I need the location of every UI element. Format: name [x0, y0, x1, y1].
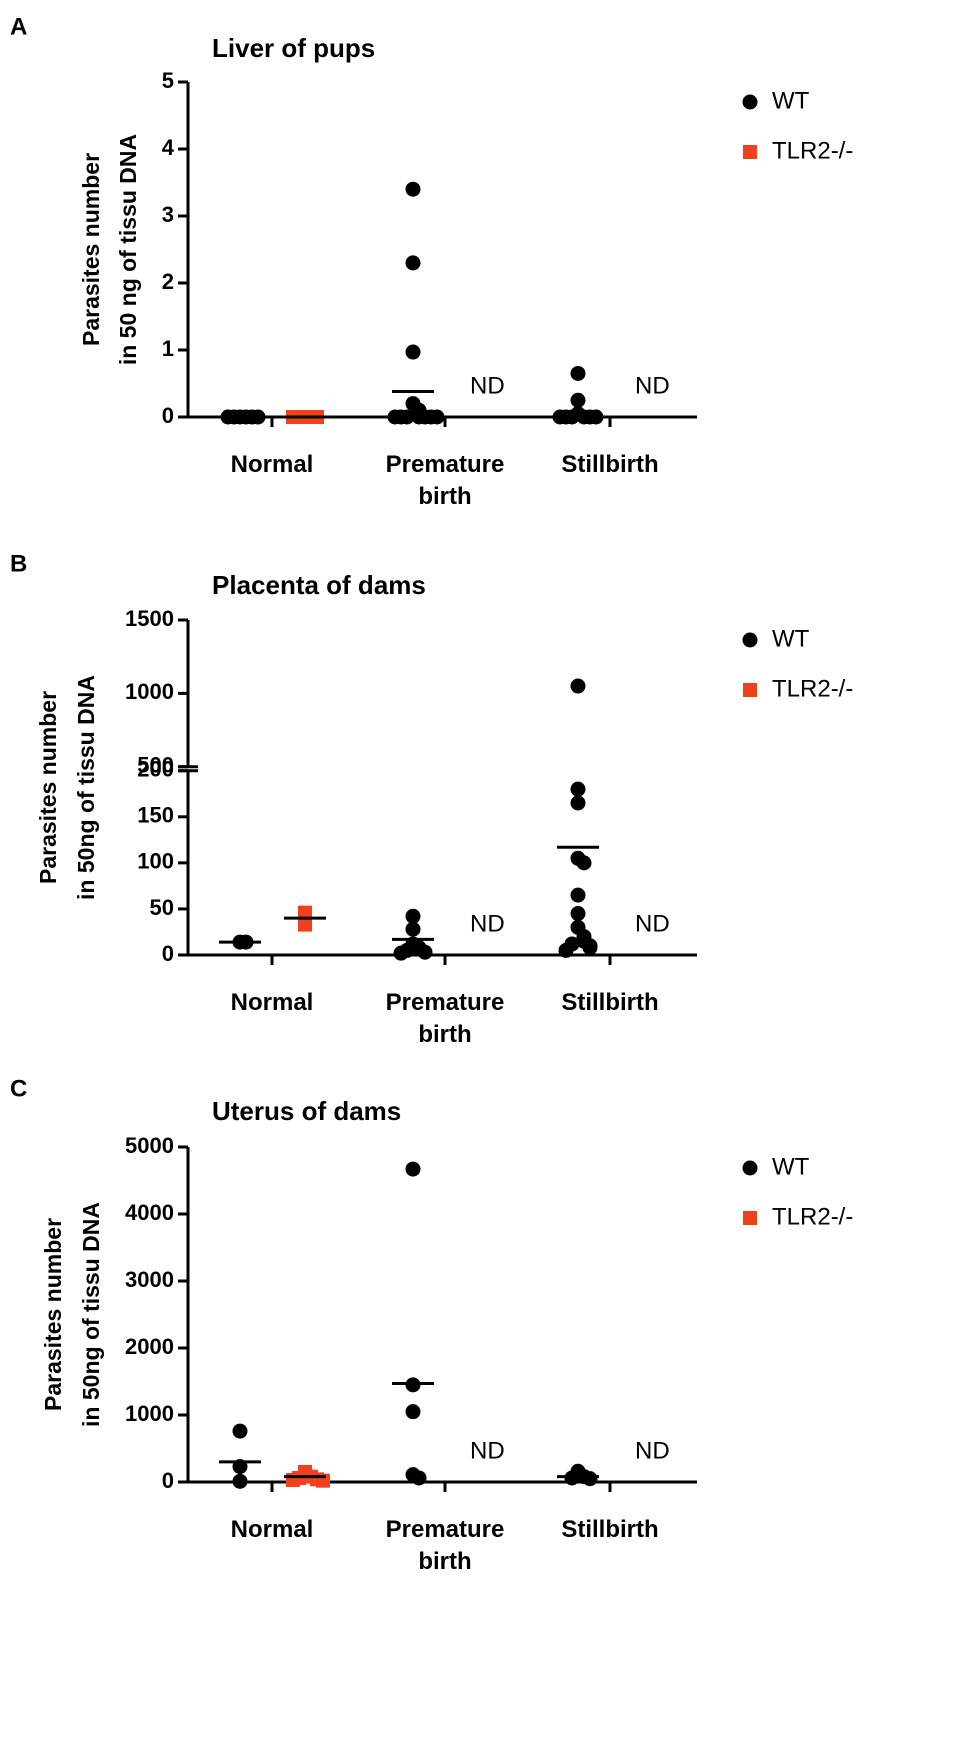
- data-point: [232, 1423, 248, 1439]
- legend-label: TLR2-/-: [772, 675, 853, 702]
- y-tick-label: 2: [162, 269, 174, 294]
- data-point: [570, 365, 586, 381]
- panel-letter: C: [10, 1075, 27, 1102]
- legend-marker: [742, 632, 758, 648]
- y-tick-label: 100: [137, 849, 174, 874]
- y-tick-label: 4000: [125, 1200, 174, 1225]
- data-point: [417, 944, 433, 960]
- data-point: [405, 908, 421, 924]
- x-tick-label: Stillbirth: [561, 451, 659, 478]
- legend-label: WT: [772, 625, 810, 652]
- y-tick-label: 5: [162, 68, 174, 93]
- data-point: [576, 855, 592, 871]
- chart-title: Placenta of dams: [212, 570, 426, 600]
- data-point: [570, 781, 586, 797]
- data-point: [393, 945, 409, 961]
- legend-label: WT: [772, 87, 810, 114]
- data-point: [298, 905, 312, 920]
- x-tick-label: Stillbirth: [561, 1516, 659, 1543]
- y-tick-label: 0: [162, 941, 174, 966]
- chart-title: Uterus of dams: [212, 1096, 401, 1126]
- x-tick-label: Stillbirth: [561, 989, 659, 1016]
- data-point: [552, 409, 568, 425]
- panel-letter: A: [10, 13, 27, 40]
- y-tick-label: 50: [150, 895, 174, 920]
- annotation: ND: [470, 372, 505, 399]
- y-tick-label: 2000: [125, 1334, 174, 1359]
- legend-marker: [743, 1211, 757, 1225]
- data-point: [588, 409, 604, 425]
- data-point: [570, 678, 586, 694]
- legend-marker: [742, 1160, 758, 1176]
- legend-label: WT: [772, 1153, 810, 1180]
- y-tick-label: 150: [137, 803, 174, 828]
- y-tick-label: 0: [162, 1468, 174, 1493]
- data-point: [405, 1404, 421, 1420]
- y-tick-label: 3: [162, 202, 174, 227]
- y-axis-label: in 50 ng of tissu DNA: [115, 134, 141, 365]
- y-axis-label: Parasites number: [40, 1218, 66, 1411]
- y-axis-label: Parasites number: [78, 153, 104, 346]
- data-point: [232, 1473, 248, 1489]
- y-tick-label: 200: [137, 757, 174, 782]
- legend-label: TLR2-/-: [772, 1203, 853, 1230]
- data-point: [570, 887, 586, 903]
- annotation: ND: [635, 910, 670, 937]
- y-tick-label: 1000: [125, 679, 174, 704]
- data-point: [570, 795, 586, 811]
- data-point: [286, 1472, 300, 1487]
- data-point: [582, 940, 598, 956]
- y-axis-label: in 50ng of tissu DNA: [73, 675, 99, 900]
- data-point: [387, 409, 403, 425]
- data-point: [411, 1470, 427, 1486]
- data-point: [405, 255, 421, 271]
- y-axis-label: Parasites number: [35, 691, 61, 884]
- x-tick-label: Normal: [230, 989, 314, 1016]
- y-tick-label: 0: [162, 403, 174, 428]
- legend-marker: [743, 683, 757, 697]
- data-point: [405, 344, 421, 360]
- legend-label: TLR2-/-: [772, 137, 853, 164]
- data-point: [582, 1471, 598, 1487]
- x-tick-label: Premature birth: [385, 451, 505, 510]
- annotation: ND: [635, 372, 670, 399]
- legend-marker: [743, 145, 757, 159]
- x-tick-label: Normal: [230, 1516, 314, 1543]
- data-point: [558, 942, 574, 958]
- data-point: [405, 181, 421, 197]
- data-point: [405, 1161, 421, 1177]
- data-point: [570, 392, 586, 408]
- legend-marker: [742, 94, 758, 110]
- data-point: [298, 917, 312, 932]
- x-tick-label: Premature birth: [385, 1516, 505, 1575]
- y-axis-label: in 50ng of tissu DNA: [78, 1202, 104, 1427]
- x-tick-label: Premature birth: [385, 989, 505, 1048]
- y-tick-label: 1000: [125, 1401, 174, 1426]
- y-tick-label: 4: [162, 135, 175, 160]
- panel-letter: B: [10, 550, 27, 577]
- annotation: ND: [470, 910, 505, 937]
- data-point: [405, 921, 421, 937]
- y-tick-label: 5000: [125, 1133, 174, 1158]
- x-tick-label: Normal: [230, 451, 314, 478]
- y-tick-label: 500: [137, 753, 174, 778]
- chart-title: Liver of pups: [212, 33, 375, 63]
- annotation: ND: [635, 1437, 670, 1464]
- y-tick-label: 3000: [125, 1267, 174, 1292]
- annotation: ND: [470, 1437, 505, 1464]
- data-point: [570, 906, 586, 922]
- y-tick-label: 1: [162, 336, 174, 361]
- y-tick-label: 1500: [125, 606, 174, 631]
- data-point: [429, 409, 445, 425]
